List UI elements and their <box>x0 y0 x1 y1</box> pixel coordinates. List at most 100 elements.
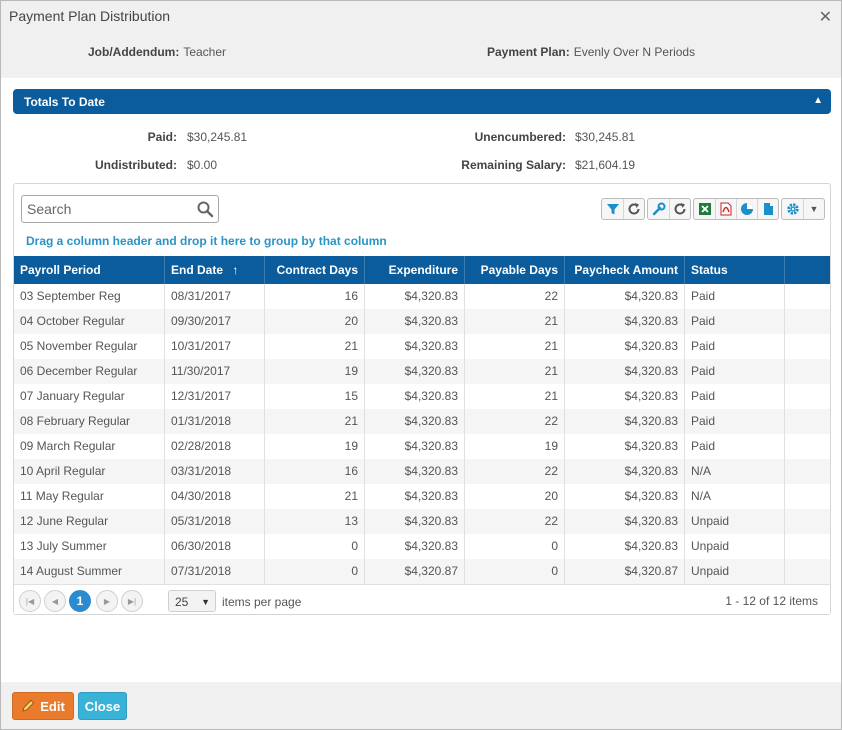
prev-page-icon[interactable]: ◀ <box>44 590 66 612</box>
table-row[interactable]: 12 June Regular 05/31/2018 13 $4,320.83 22 $4… <box>14 509 830 534</box>
cell-payroll-period: 06 December Regular <box>14 359 165 384</box>
table-row[interactable]: 14 August Summer 07/31/2018 0 $4,320.87 0 $4,… <box>14 559 830 584</box>
wrench-icon[interactable] <box>648 199 669 219</box>
table-row[interactable]: 09 March Regular 02/28/2018 19 $4,320.83 19 $… <box>14 434 830 459</box>
chevron-down-icon[interactable]: ▼ <box>803 199 824 219</box>
table-row[interactable]: 06 December Regular 11/30/2017 19 $4,320.83… <box>14 359 830 384</box>
col-status[interactable]: Status <box>685 256 785 284</box>
gear-icon[interactable] <box>782 199 803 219</box>
unencumbered-label: Unencumbered: <box>474 130 566 144</box>
payment-plan-value: Evenly Over N Periods <box>573 45 696 59</box>
last-page-icon[interactable]: ▶| <box>121 590 143 612</box>
table-row[interactable]: 03 September Reg 08/31/2017 16 $4,320.83 22 $… <box>14 284 830 309</box>
cell-expenditure: $4,320.83 <box>365 309 465 334</box>
cell-paycheck-amount: $4,320.83 <box>565 434 685 459</box>
cell-status: Paid <box>685 384 785 409</box>
chevron-down-icon: ▼ <box>201 597 210 607</box>
cell-end-date: 10/31/2017 <box>165 334 265 359</box>
gear-group: ▼ <box>781 198 825 220</box>
search-box[interactable] <box>21 195 219 223</box>
cell-expenditure: $4,320.83 <box>365 359 465 384</box>
page-size-select[interactable]: 25 ▼ <box>168 590 216 612</box>
col-expenditure[interactable]: Expenditure <box>365 256 465 284</box>
col-payroll-period[interactable]: Payroll Period <box>14 256 165 284</box>
next-page-icon[interactable]: ▶ <box>96 590 118 612</box>
totals-panel-header[interactable]: Totals To Date ▲ <box>13 89 831 114</box>
cell-end-date: 09/30/2017 <box>165 309 265 334</box>
cell-paycheck-amount: $4,320.83 <box>565 509 685 534</box>
cell-end-date: 01/31/2018 <box>165 409 265 434</box>
excel-export-icon[interactable] <box>694 199 715 219</box>
table-row[interactable]: 10 April Regular 03/31/2018 16 $4,320.83 22 $… <box>14 459 830 484</box>
undistributed-label: Undistributed: <box>95 158 177 172</box>
search-icon[interactable] <box>196 200 214 218</box>
job-addendum-value: Teacher <box>183 45 227 59</box>
grid-toolbar: ▼ <box>601 198 825 220</box>
cell-end-date: 06/30/2018 <box>165 534 265 559</box>
cell-end-date: 04/30/2018 <box>165 484 265 509</box>
pdf-export-icon[interactable] <box>715 199 736 219</box>
col-paycheck-amount-label: Paycheck Amount <box>574 263 678 277</box>
collapse-caret-icon[interactable]: ▲ <box>813 95 823 106</box>
cell-spacer <box>785 459 830 484</box>
undistributed-value: $0.00 <box>187 158 217 172</box>
paid-amount: $30,245.81 <box>187 130 248 144</box>
cell-spacer <box>785 534 830 559</box>
filter-icon[interactable] <box>602 199 623 219</box>
paid-value: $30,245.81 <box>187 130 247 144</box>
pencil-icon <box>22 699 35 712</box>
reset-filter-icon[interactable] <box>623 199 644 219</box>
table-row[interactable]: 04 October Regular 09/30/2017 20 $4,320.83 2… <box>14 309 830 334</box>
group-by-hint[interactable]: Drag a column header and drop it here to… <box>26 234 387 248</box>
cell-end-date: 11/30/2017 <box>165 359 265 384</box>
filter-group <box>601 198 645 220</box>
close-button[interactable]: Close <box>78 692 127 720</box>
cell-status: Paid <box>685 309 785 334</box>
remaining-salary-value: $21,604.19 <box>575 158 635 172</box>
cell-expenditure: $4,320.83 <box>365 409 465 434</box>
col-payroll-period-label: Payroll Period <box>20 263 101 277</box>
cell-expenditure: $4,320.83 <box>365 459 465 484</box>
table-row[interactable]: 08 February Regular 01/31/2018 21 $4,320.83… <box>14 409 830 434</box>
cell-contract-days: 15 <box>265 384 365 409</box>
col-end-date[interactable]: End Date ↑ <box>165 256 265 284</box>
col-paycheck-amount[interactable]: Paycheck Amount <box>565 256 685 284</box>
cell-payable-days: 20 <box>465 484 565 509</box>
page-number-button[interactable]: 1 <box>69 590 91 612</box>
document-icon[interactable] <box>757 199 778 219</box>
table-row[interactable]: 05 November Regular 10/31/2017 21 $4,320.83… <box>14 334 830 359</box>
close-icon[interactable]: ✕ <box>818 9 832 26</box>
cell-expenditure: $4,320.83 <box>365 484 465 509</box>
cell-payroll-period: 03 September Reg <box>14 284 165 309</box>
cell-paycheck-amount: $4,320.83 <box>565 384 685 409</box>
col-contract-days[interactable]: Contract Days <box>265 256 365 284</box>
reset-layout-icon[interactable] <box>669 199 690 219</box>
edit-button[interactable]: Edit <box>12 692 74 720</box>
table-row[interactable]: 07 January Regular 12/31/2017 15 $4,320.83 2… <box>14 384 830 409</box>
cell-payable-days: 22 <box>465 284 565 309</box>
cell-spacer <box>785 384 830 409</box>
table-row[interactable]: 11 May Regular 04/30/2018 21 $4,320.83 20 $4,… <box>14 484 830 509</box>
col-payable-days[interactable]: Payable Days <box>465 256 565 284</box>
cell-payable-days: 21 <box>465 334 565 359</box>
chart-icon[interactable] <box>736 199 757 219</box>
cell-payable-days: 22 <box>465 459 565 484</box>
grid-body: 03 September Reg 08/31/2017 16 $4,320.83 22 $… <box>14 284 830 584</box>
grid-header: Payroll Period End Date ↑ Contract Days … <box>14 256 830 284</box>
search-input[interactable] <box>27 201 187 217</box>
first-page-icon[interactable]: |◀ <box>19 590 41 612</box>
cell-expenditure: $4,320.87 <box>365 559 465 584</box>
col-expenditure-label: Expenditure <box>388 263 458 277</box>
dialog-title: Payment Plan Distribution <box>9 8 171 24</box>
cell-paycheck-amount: $4,320.87 <box>565 559 685 584</box>
cell-payroll-period: 09 March Regular <box>14 434 165 459</box>
cell-paycheck-amount: $4,320.83 <box>565 459 685 484</box>
table-row[interactable]: 13 July Summer 06/30/2018 0 $4,320.83 0 $4,32… <box>14 534 830 559</box>
cell-status: Unpaid <box>685 559 785 584</box>
cell-expenditure: $4,320.83 <box>365 334 465 359</box>
cell-paycheck-amount: $4,320.83 <box>565 334 685 359</box>
cell-expenditure: $4,320.83 <box>365 284 465 309</box>
cell-end-date: 02/28/2018 <box>165 434 265 459</box>
cell-contract-days: 0 <box>265 559 365 584</box>
